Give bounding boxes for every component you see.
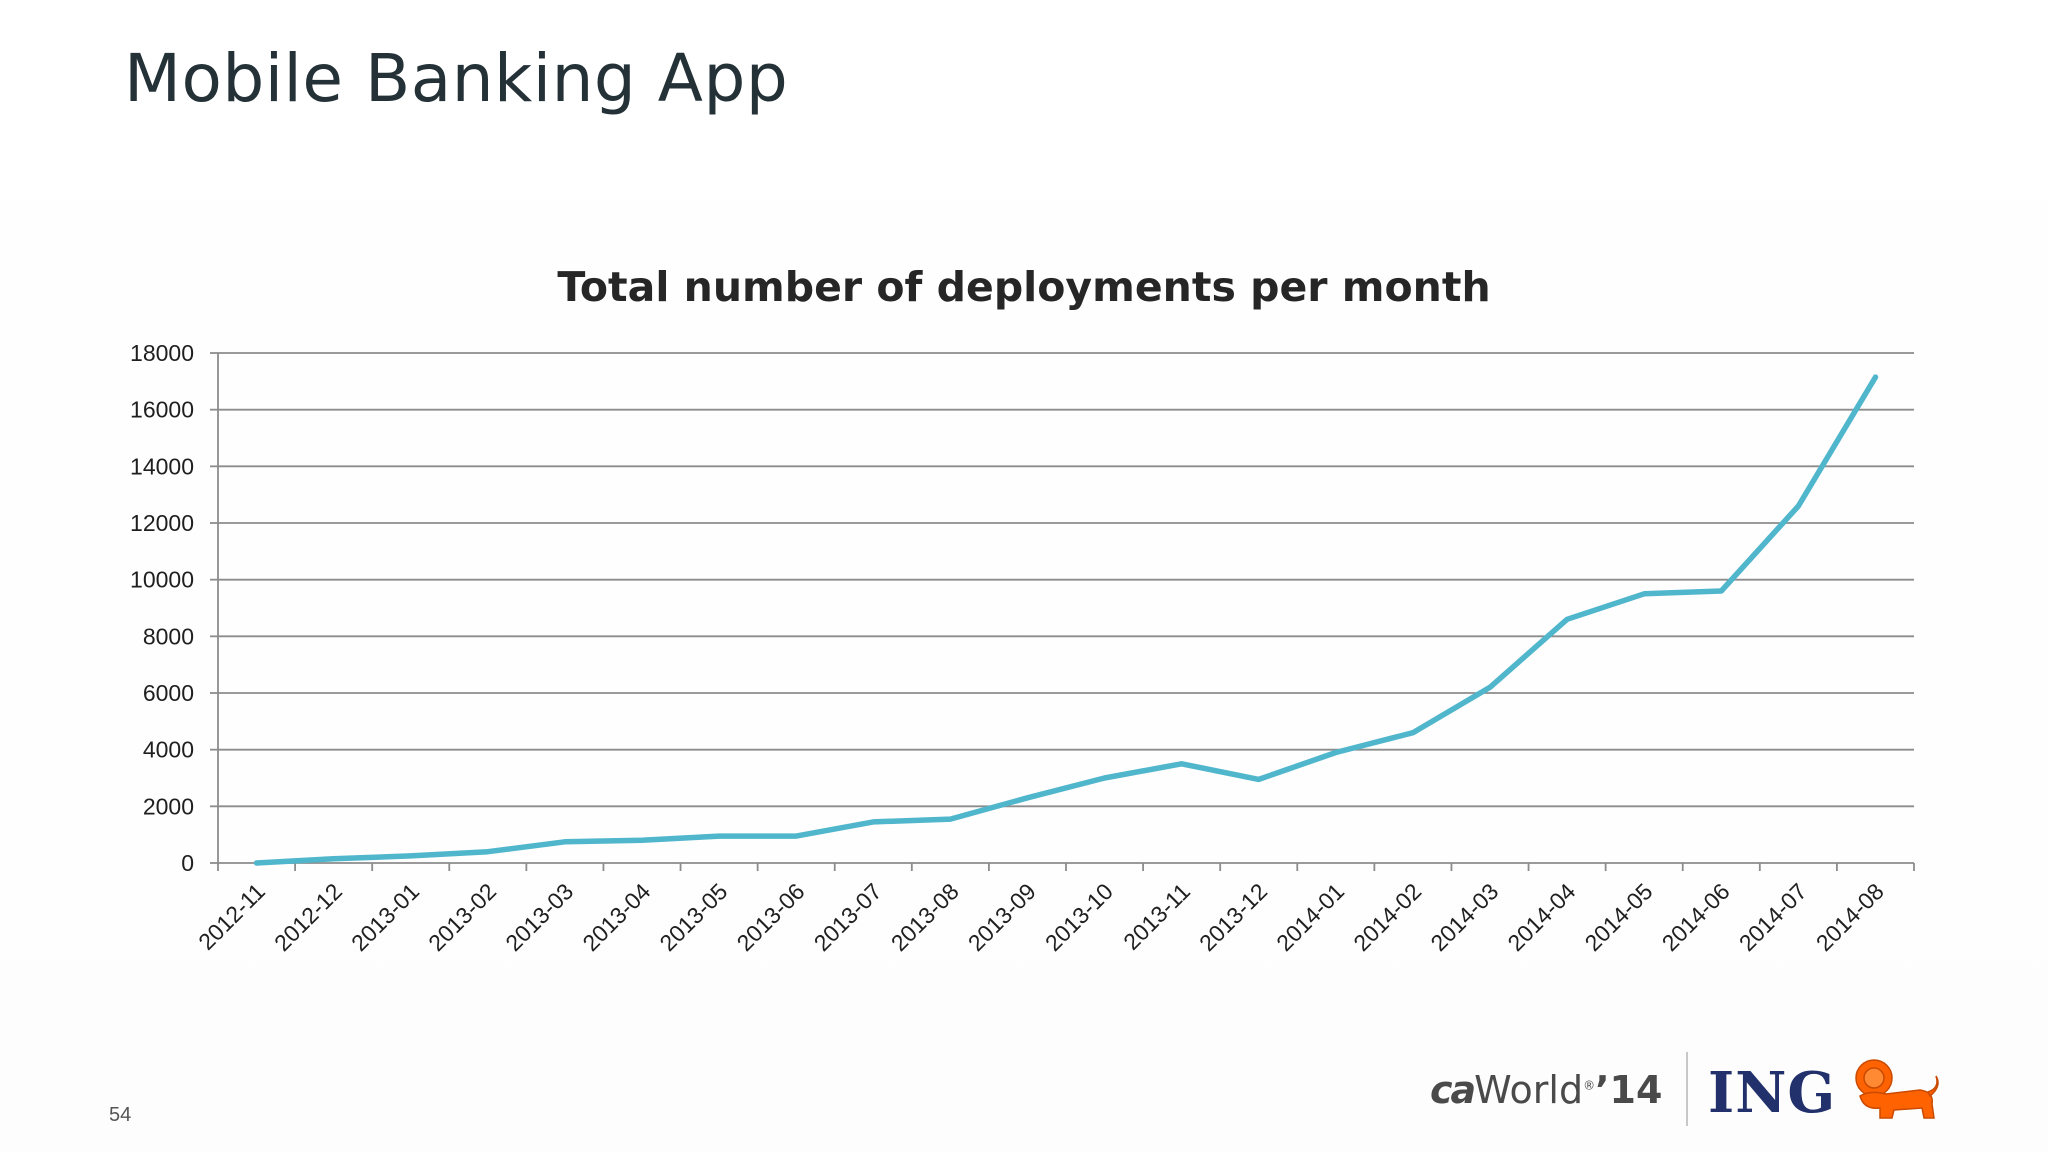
x-tick-label-2012-12: 2012-12: [269, 878, 347, 956]
page-number: 54: [109, 1104, 132, 1126]
x-tick-label-2014-08: 2014-08: [1811, 878, 1889, 956]
data-point-2014-01: [1333, 750, 1339, 755]
data-point-2013-12: [1256, 776, 1262, 782]
x-tick-label-2013-01: 2013-01: [346, 878, 424, 956]
x-tick-label-2013-10: 2013-10: [1040, 878, 1118, 956]
x-tick-labels: 2012-11 2012-12 2013-01 2013-02 2013-03 2013-…: [193, 878, 1889, 956]
x-tick-label-2014-04: 2014-04: [1502, 878, 1580, 956]
x-tick-label-2014-06: 2014-06: [1657, 878, 1735, 956]
x-tick-label-2013-06: 2013-06: [732, 878, 810, 956]
x-tick-label-2012-11: 2012-11: [193, 878, 270, 955]
y-tick-label-8000: 8000: [143, 623, 194, 649]
series-line-0: [253, 374, 1879, 866]
ca-logo-year: ’14: [1595, 1068, 1663, 1112]
data-point-2013-03: [562, 839, 568, 845]
y-tick-label-4000: 4000: [143, 737, 194, 763]
ca-logo-mark: ca: [1430, 1068, 1476, 1112]
x-tick-label-2013-12: 2013-12: [1194, 878, 1272, 956]
y-tick-label-16000: 16000: [130, 397, 194, 423]
ca-world-logo: caWorld®’14: [1430, 1068, 1662, 1112]
data-point-2013-09: [1024, 795, 1030, 801]
x-tick-label-2014-02: 2014-02: [1348, 878, 1426, 956]
x-tick-label-2014-05: 2014-05: [1580, 878, 1658, 956]
y-tick-label-18000: 18000: [130, 340, 194, 366]
ca-logo-registered: ®: [1583, 1078, 1596, 1093]
data-point-2012-11: [254, 860, 260, 866]
data-point-2013-05: [716, 833, 722, 839]
lion-icon: [1855, 1059, 1939, 1119]
data-point-2014-04: [1564, 616, 1570, 622]
data-point-2014-02: [1410, 730, 1416, 736]
data-point-2014-06: [1718, 588, 1724, 594]
x-tick-label-2013-09: 2013-09: [963, 878, 1041, 956]
ca-logo-world: World: [1474, 1068, 1584, 1112]
data-point-2013-04: [639, 837, 645, 843]
y-tick-label-6000: 6000: [143, 680, 194, 706]
x-tick-label-2014-03: 2014-03: [1425, 878, 1503, 956]
data-point-2012-12: [331, 856, 337, 862]
data-point-2013-06: [793, 833, 799, 839]
y-tick-label-2000: 2000: [143, 793, 194, 819]
data-point-2014-03: [1487, 684, 1493, 690]
y-tick-label-0: 0: [181, 850, 194, 876]
x-tick-label-2014-01: 2014-01: [1271, 878, 1349, 956]
data-point-2014-05: [1641, 591, 1647, 597]
x-tick-label-2014-07: 2014-07: [1734, 878, 1812, 956]
series-layer: [253, 374, 1879, 866]
x-tick-label-2013-04: 2013-04: [577, 878, 655, 956]
y-tick-label-14000: 14000: [130, 453, 194, 479]
axes: [210, 352, 1915, 871]
x-tick-label-2013-03: 2013-03: [500, 878, 578, 956]
chart-title: Total number of deployments per month: [557, 263, 1490, 311]
y-tick-label-10000: 10000: [130, 567, 194, 593]
x-tick-label-2013-08: 2013-08: [886, 878, 964, 956]
y-tick-labels: 0 2000 4000 6000 8000 10000 12000 14000 16000 180…: [130, 340, 194, 876]
x-tick-label-2013-02: 2013-02: [423, 878, 501, 956]
data-point-2013-01: [408, 853, 414, 859]
data-point-2013-07: [870, 819, 876, 825]
ing-logo: ING: [1708, 1060, 1837, 1126]
footer-logos: caWorld®’14 ING: [1430, 1050, 1950, 1130]
gridlines: [218, 352, 1914, 864]
logo-divider: [1686, 1052, 1688, 1126]
x-tick-label-2013-07: 2013-07: [809, 878, 887, 956]
data-point-2014-07: [1795, 503, 1801, 509]
slide-title: Mobile Banking App: [124, 40, 789, 117]
data-point-2014-08: [1872, 374, 1878, 380]
data-point-2013-02: [485, 849, 491, 855]
x-tick-label-2013-05: 2013-05: [654, 878, 732, 956]
data-point-2013-11: [1179, 761, 1185, 767]
y-tick-label-12000: 12000: [130, 510, 194, 536]
x-tick-label-2013-11: 2013-11: [1118, 878, 1195, 955]
data-point-2013-10: [1102, 775, 1108, 781]
data-point-2013-08: [947, 816, 953, 822]
